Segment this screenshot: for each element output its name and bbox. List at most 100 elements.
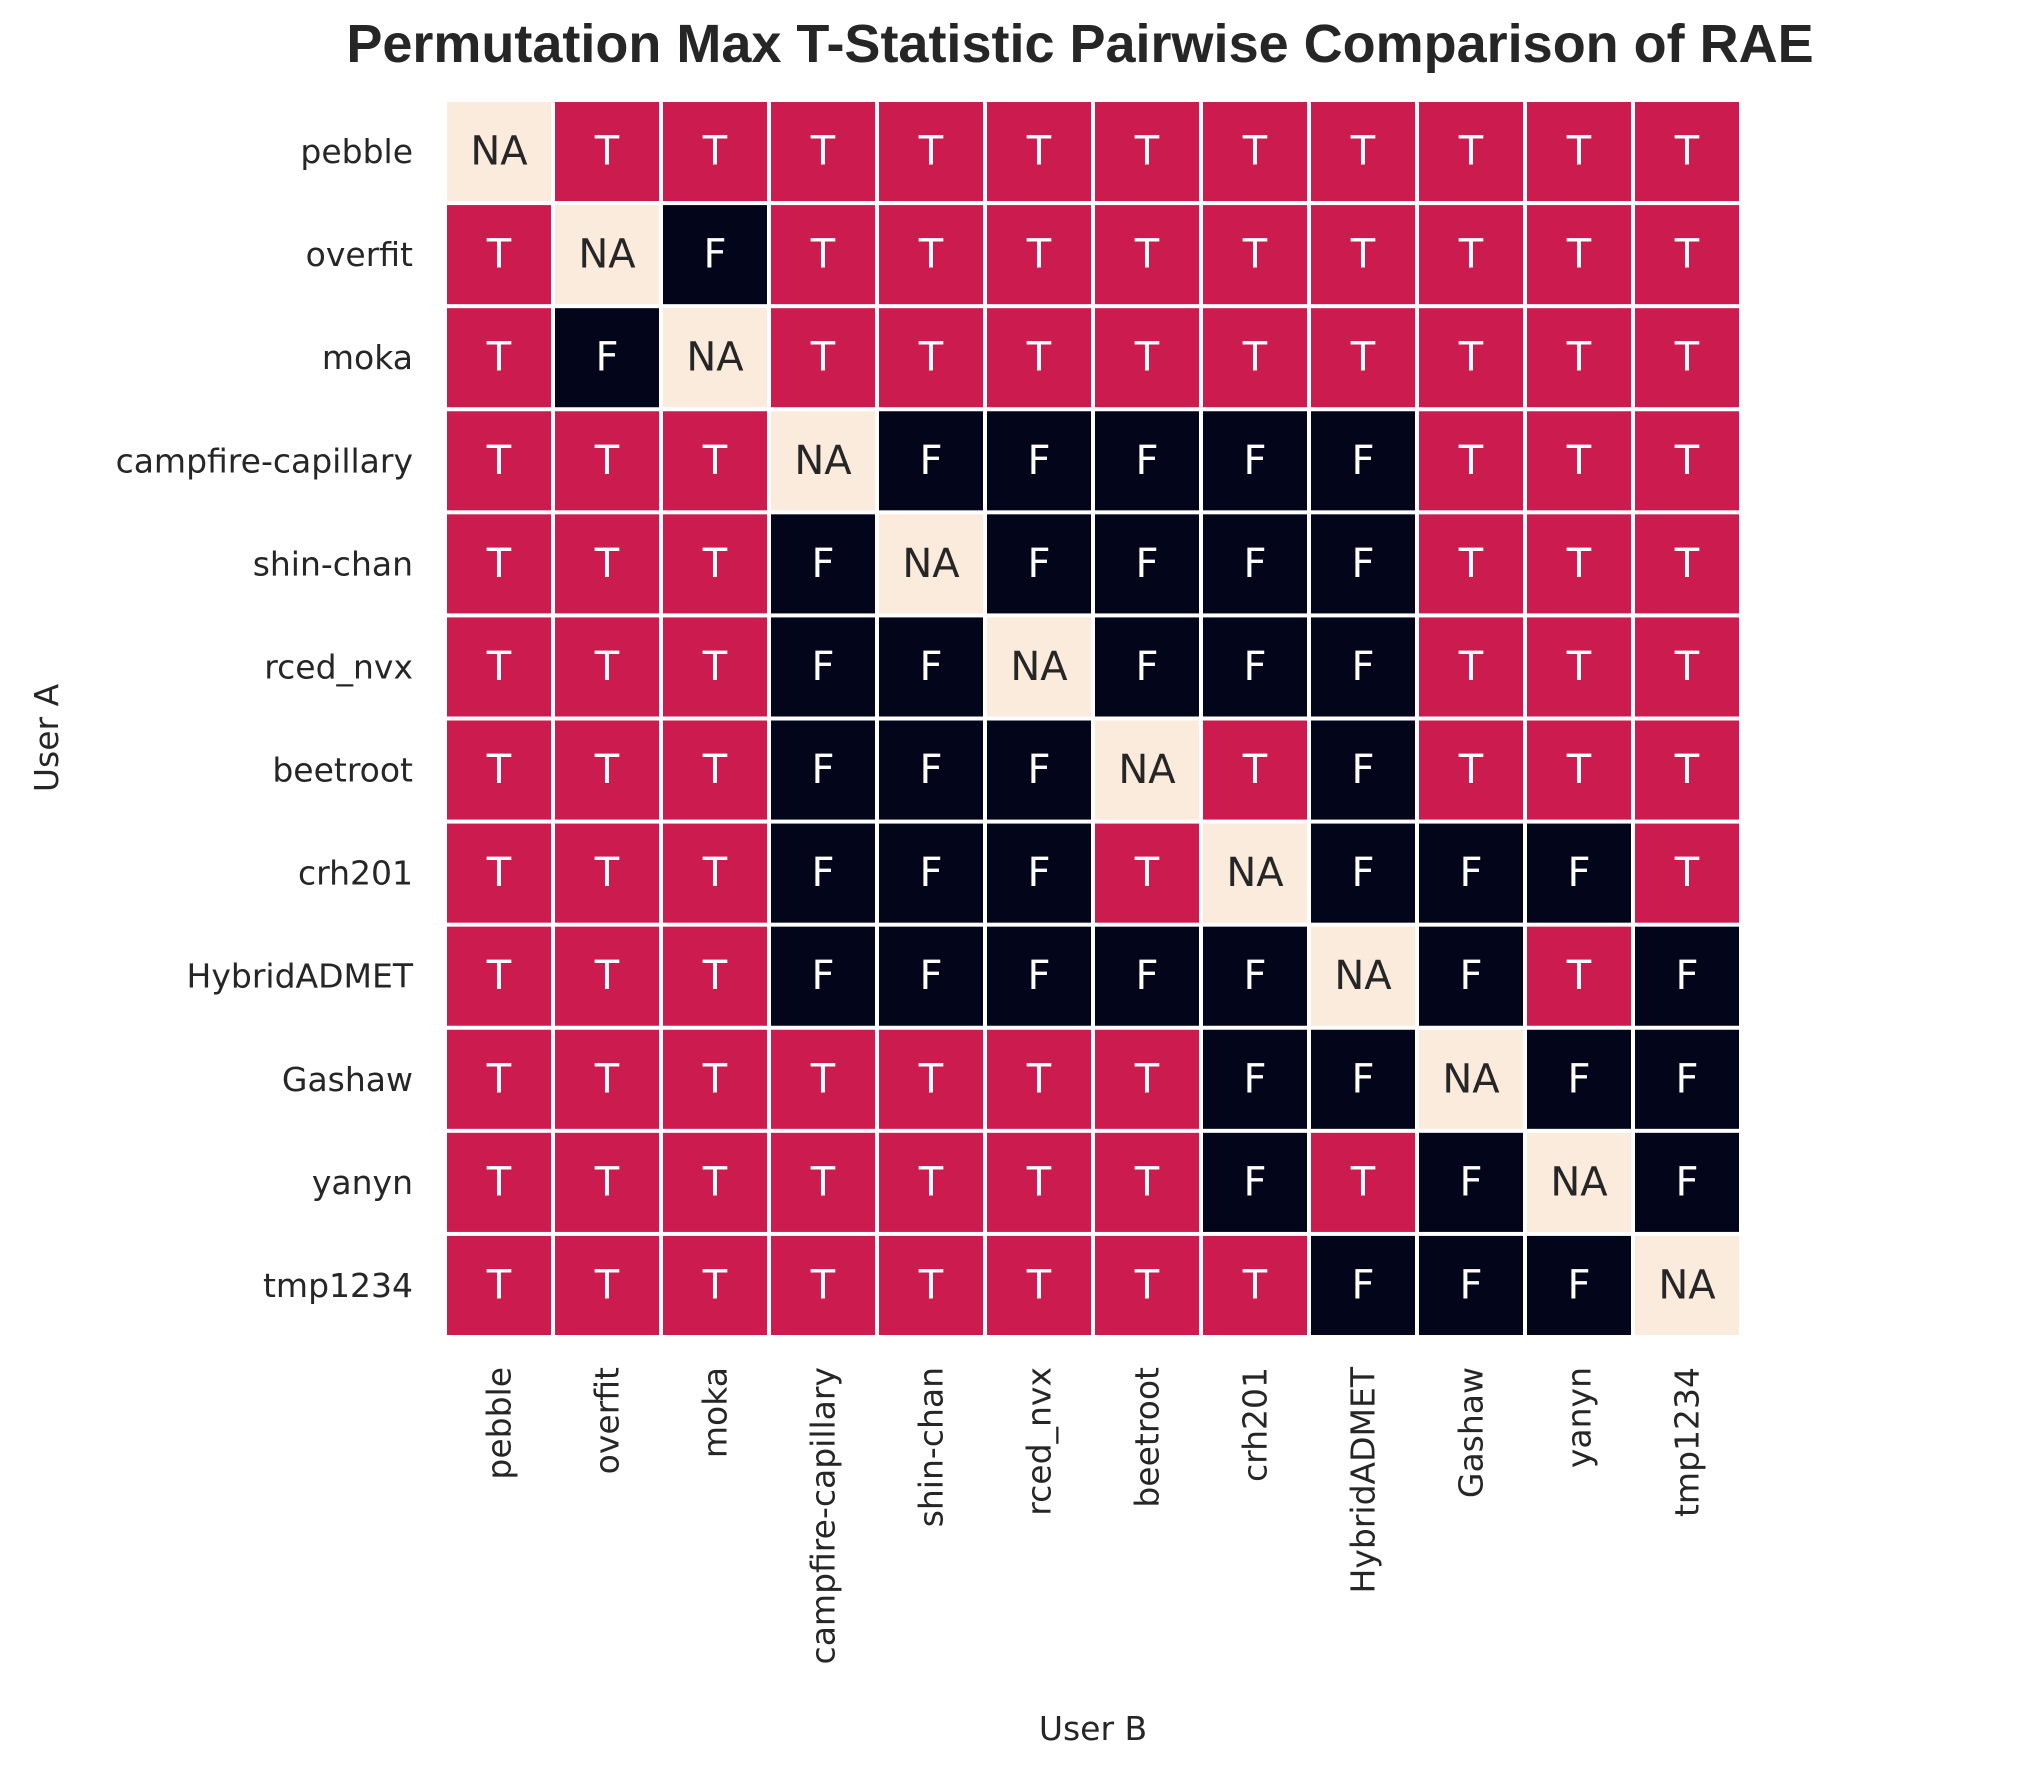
cell-label: F [1459,1262,1482,1308]
heatmap-cell [555,102,659,202]
cell-label: F [1351,541,1374,587]
cell-label: T [1566,438,1592,484]
heatmap-cell [1635,411,1739,511]
cell-label: T [1350,335,1376,381]
heatmap-cell [663,823,767,923]
heatmap-cell [1419,1235,1523,1335]
y-tick-label: overfit [306,235,413,274]
x-axis-title: User B [1039,1709,1147,1748]
cell-label: T [1242,335,1268,381]
cell-label: T [1458,438,1484,484]
heatmap-cell [663,411,767,511]
heatmap-cell [1419,1029,1523,1129]
x-tick-label: crh201 [1236,1367,1275,1482]
x-tick-label: HybridADMET [1344,1366,1383,1593]
cell-label: F [1459,953,1482,999]
y-tick-label: campfire-capillary [116,441,413,480]
cell-label: F [1243,1056,1266,1102]
heatmap-cell [879,720,983,820]
cell-label: NA [686,335,744,381]
x-tick-label: overfit [588,1367,627,1474]
cell-label: NA [1658,1262,1716,1308]
heatmap-cell [1203,514,1307,614]
heatmap-cell [555,617,659,717]
cell-label: F [1135,438,1158,484]
heatmap-cell [1311,926,1415,1026]
cell-label: T [486,335,512,381]
x-tick-label: tmp1234 [1668,1367,1707,1517]
heatmap-cell [987,514,1091,614]
cell-label: T [810,1159,836,1205]
cell-label: T [1674,541,1700,587]
heatmap-cell [663,1029,767,1129]
cell-label: T [1242,129,1268,175]
heatmap-cell [879,1132,983,1232]
cell-label: T [918,1056,944,1102]
cell-label: T [594,953,620,999]
cell-label: T [702,644,728,690]
cell-label: NA [1442,1056,1500,1102]
heatmap-cell [663,102,767,202]
cell-label: NA [902,541,960,587]
cell-label: T [1674,438,1700,484]
heatmap-cell [879,926,983,1026]
cell-label: T [594,541,620,587]
heatmap-cell [1635,308,1739,408]
cell-label: F [1135,953,1158,999]
cell-label: T [486,1056,512,1102]
heatmap-cell [447,823,551,923]
heatmap-cell [1527,1132,1631,1232]
heatmap-cell [1095,720,1199,820]
heatmap-cell [663,514,767,614]
cell-label: F [1351,644,1374,690]
heatmap-cell [1311,1029,1415,1129]
heatmap-cell [663,205,767,305]
heatmap-cell [1203,1029,1307,1129]
heatmap-cell [771,1029,875,1129]
heatmap-cell [1311,823,1415,923]
heatmap-cell [663,720,767,820]
cell-label: F [1567,850,1590,896]
heatmap-cell [447,514,551,614]
heatmap-cell [555,411,659,511]
heatmap-cell [1419,617,1523,717]
heatmap-cell [1311,1235,1415,1335]
heatmap-cell [1635,1235,1739,1335]
heatmap-cell [1311,514,1415,614]
cell-label: T [810,129,836,175]
x-tick-label: Gashaw [1452,1367,1491,1498]
heatmap-cell [555,308,659,408]
cell-label: T [594,438,620,484]
heatmap-cell [771,720,875,820]
heatmap-cell [1203,102,1307,202]
cell-label: F [1351,438,1374,484]
cell-label: F [1675,953,1698,999]
cell-label: T [486,953,512,999]
cell-label: T [1674,644,1700,690]
cell-label: F [1243,438,1266,484]
cell-label: F [1243,953,1266,999]
cell-label: T [594,644,620,690]
cell-label: F [1351,850,1374,896]
heatmap-cell [663,1132,767,1232]
heatmap-cell [771,102,875,202]
y-tick-label: crh201 [298,854,413,893]
heatmap-cell [1635,102,1739,202]
x-tick-label: pebble [480,1367,519,1480]
heatmap-cell [987,823,1091,923]
cell-label: F [1243,1159,1266,1205]
cell-label: T [594,1262,620,1308]
cell-label: F [919,747,942,793]
heatmap-cell [987,926,1091,1026]
cell-label: NA [794,438,852,484]
heatmap-cell [447,308,551,408]
heatmap-cell [987,720,1091,820]
heatmap-cell [1095,102,1199,202]
heatmap-cell [1419,1132,1523,1232]
cell-label: T [810,335,836,381]
heatmap-cell [1527,823,1631,923]
heatmap-cell [1203,617,1307,717]
cell-label: T [1134,129,1160,175]
heatmap-cell [1527,1029,1631,1129]
cell-label: F [919,644,942,690]
